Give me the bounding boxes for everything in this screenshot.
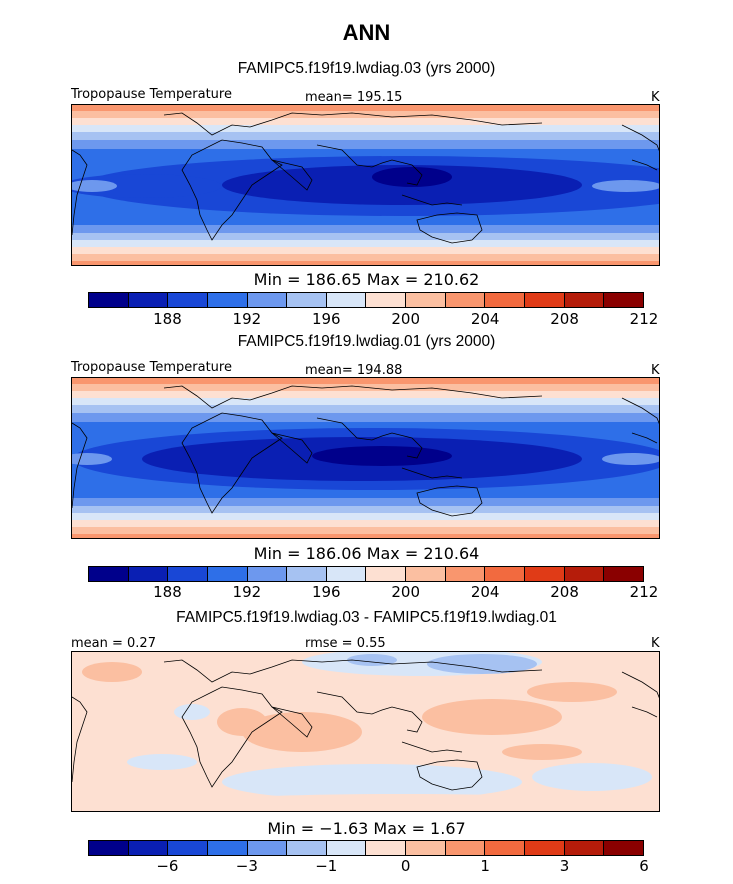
panel-2-units: K xyxy=(651,363,660,378)
colorbar-swatch xyxy=(89,293,129,307)
colorbar-swatch xyxy=(247,567,288,581)
panel-3-rmse-label: rmse = 0.55 xyxy=(305,636,386,651)
colorbar-swatch xyxy=(168,567,208,581)
panel-3-colorbar xyxy=(88,840,644,856)
colorbar-tick-label: −6 xyxy=(156,857,179,875)
colorbar-swatch xyxy=(128,567,169,581)
colorbar-swatch xyxy=(366,567,407,581)
colorbar-swatch xyxy=(406,293,446,307)
panel-1-min-max: Min = 186.65 Max = 210.62 xyxy=(253,270,480,289)
colorbar-swatch xyxy=(485,841,526,855)
panel-3-field xyxy=(72,652,659,811)
colorbar-tick-label: 3 xyxy=(559,857,570,875)
colorbar-tick-label: 200 xyxy=(391,583,421,601)
panel-2-field-label: Tropopause Temperature xyxy=(71,360,232,375)
colorbar-swatch xyxy=(168,841,208,855)
figure-title: ANN xyxy=(342,20,391,45)
colorbar-swatch xyxy=(326,567,367,581)
colorbar-swatch xyxy=(207,567,248,581)
panel-2-map xyxy=(71,377,660,539)
panel-3-map xyxy=(71,651,660,812)
colorbar-swatch xyxy=(485,293,526,307)
colorbar-tick-label: 204 xyxy=(470,310,500,328)
colorbar-swatch xyxy=(287,293,327,307)
panel-1-map xyxy=(71,104,660,266)
colorbar-swatch xyxy=(406,841,446,855)
colorbar-tick-label: 188 xyxy=(153,583,182,601)
colorbar-swatch xyxy=(247,841,288,855)
colorbar-swatch xyxy=(525,293,565,307)
colorbar-tick-label: 208 xyxy=(550,583,579,601)
panel-3-colorbar-ticks: −6 −3 −1 0 1 3 6 xyxy=(88,857,648,875)
colorbar-swatch xyxy=(564,567,605,581)
panel-2-min-max: Min = 186.06 Max = 210.64 xyxy=(253,544,480,563)
colorbar-swatch xyxy=(525,567,565,581)
colorbar-swatch xyxy=(445,293,486,307)
colorbar-tick-label: 196 xyxy=(311,583,341,601)
colorbar-swatch xyxy=(287,841,327,855)
panel-1-field xyxy=(72,105,659,265)
colorbar-tick-label: 0 xyxy=(400,857,411,875)
colorbar-swatch xyxy=(564,293,605,307)
colorbar-swatch xyxy=(366,841,407,855)
colorbar-tick-label: 212 xyxy=(629,310,659,328)
colorbar-swatch xyxy=(89,567,129,581)
colorbar-tick-label: −1 xyxy=(315,857,338,875)
colorbar-swatch xyxy=(168,293,208,307)
colorbar-swatch xyxy=(406,567,446,581)
colorbar-tick-label: 192 xyxy=(232,310,262,328)
colorbar-swatch xyxy=(366,293,407,307)
colorbar-swatch xyxy=(604,567,643,581)
panel-3-units: K xyxy=(651,636,660,651)
colorbar-tick-label: 204 xyxy=(470,583,500,601)
colorbar-swatch xyxy=(128,293,169,307)
colorbar-swatch xyxy=(326,293,367,307)
panel-3-mean-label: mean = 0.27 xyxy=(71,636,156,651)
panel-3-subtitle: FAMIPC5.f19f19.lwdiag.03 - FAMIPC5.f19f1… xyxy=(176,609,557,626)
panel-1-mean-label: mean= 195.15 xyxy=(305,90,403,105)
colorbar-tick-label: 212 xyxy=(629,583,659,601)
colorbar-tick-label: −3 xyxy=(235,857,258,875)
colorbar-tick-label: 196 xyxy=(311,310,341,328)
colorbar-tick-label: 188 xyxy=(153,310,182,328)
panel-1-units: K xyxy=(651,90,660,105)
colorbar-tick-label: 1 xyxy=(480,857,490,875)
panel-3-min-max: Min = −1.63 Max = 1.67 xyxy=(267,819,466,838)
colorbar-swatch xyxy=(564,841,605,855)
panel-2-mean-label: mean= 194.88 xyxy=(305,363,403,378)
colorbar-swatch xyxy=(207,841,248,855)
colorbar-swatch xyxy=(89,841,129,855)
colorbar-tick-label: 200 xyxy=(391,310,421,328)
colorbar-swatch xyxy=(485,567,526,581)
colorbar-swatch xyxy=(445,841,486,855)
panel-2-colorbar xyxy=(88,566,644,582)
panel-2-colorbar-ticks: 188 192 196 200 204 208 212 xyxy=(88,583,658,601)
colorbar-swatch xyxy=(525,841,565,855)
colorbar-swatch xyxy=(247,293,288,307)
colorbar-swatch xyxy=(604,841,643,855)
colorbar-tick-label: 208 xyxy=(550,310,579,328)
panel-1-field-label: Tropopause Temperature xyxy=(71,87,232,102)
colorbar-tick-label: 6 xyxy=(639,857,649,875)
colorbar-swatch xyxy=(128,841,169,855)
colorbar-swatch xyxy=(207,293,248,307)
colorbar-swatch xyxy=(326,841,367,855)
panel-2-subtitle: FAMIPC5.f19f19.lwdiag.01 (yrs 2000) xyxy=(237,333,496,350)
colorbar-swatch xyxy=(287,567,327,581)
panel-1-subtitle: FAMIPC5.f19f19.lwdiag.03 (yrs 2000) xyxy=(237,60,496,77)
panel-1-colorbar xyxy=(88,292,644,308)
colorbar-swatch xyxy=(445,567,486,581)
colorbar-tick-label: 192 xyxy=(232,583,262,601)
panel-1-colorbar-ticks: 188 192 196 200 204 208 212 xyxy=(88,310,658,328)
panel-2-field xyxy=(72,378,659,538)
colorbar-swatch xyxy=(604,293,643,307)
